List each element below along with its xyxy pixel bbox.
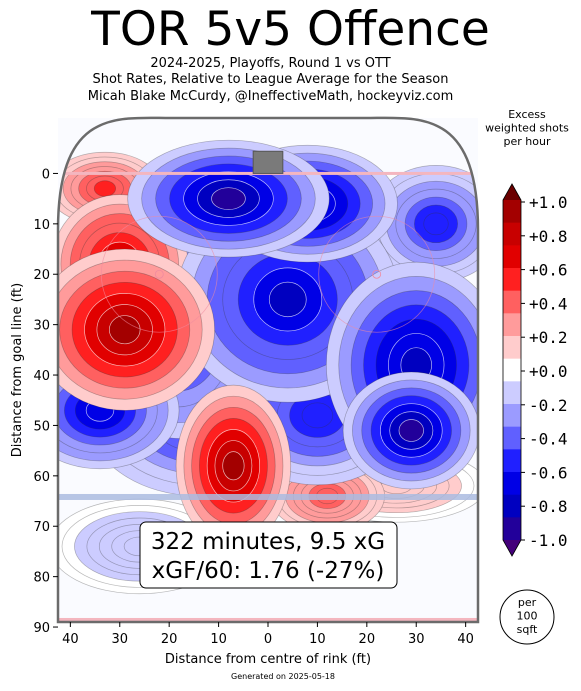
colorbar-tick-label: -0.8 [529, 497, 568, 516]
colorbar-title-line: per hour [504, 135, 551, 148]
y-axis-label: Distance from goal line (ft) [10, 283, 25, 457]
colorbar-segment [503, 472, 521, 496]
colorbar-title-line: weighted shots [485, 122, 569, 135]
colorbar-tick-label: +0.0 [529, 362, 568, 381]
chart-title: TOR 5v5 Offence [91, 2, 490, 57]
y-tick-label: 0 [42, 167, 50, 182]
unit-badge-text: per [518, 596, 537, 609]
blue-line [58, 493, 478, 500]
x-tick-label: 30 [111, 632, 128, 647]
unit-badge-text: 100 [517, 610, 538, 623]
colorbar-tick-label: -0.6 [529, 463, 568, 482]
x-tick-label: 10 [309, 632, 326, 647]
colorbar-tick-label: +0.8 [529, 227, 568, 246]
x-tick-label: 0 [264, 632, 272, 647]
x-tick-label: 30 [408, 632, 425, 647]
subtitle-line-3: Micah Blake McCurdy, @IneffectiveMath, h… [87, 89, 454, 104]
rink-boards [56, 116, 480, 624]
y-tick-label: 90 [33, 621, 50, 636]
x-tick-label: 40 [62, 632, 79, 647]
colorbar-segment [503, 381, 521, 405]
colorbar-tick-label: -0.2 [529, 396, 568, 415]
heatmap-contour [93, 180, 117, 197]
colorbar-tick-label: -0.4 [529, 430, 568, 449]
colorbar-segment [503, 426, 521, 450]
y-tick-label: 50 [33, 419, 50, 434]
colorbar-segment [503, 245, 521, 269]
colorbar-segment [503, 494, 521, 518]
generated-date: Generated on 2025-05-18 [231, 672, 335, 681]
heatmap-contour [398, 419, 424, 442]
colorbar-tick-label: -1.0 [529, 531, 568, 550]
heatmap-layer [58, 139, 478, 622]
colorbar-tick-label: +0.6 [529, 261, 568, 280]
y-tick-label: 20 [33, 268, 50, 283]
heatmap-contour [108, 315, 141, 345]
summary-line-1: 322 minutes, 9.5 xG [151, 529, 385, 555]
subtitle-line-1: 2024-2025, Playoffs, Round 1 vs OTT [150, 56, 391, 71]
colorbar-segment [503, 222, 521, 246]
summary-box [139, 521, 398, 589]
colorbar-segment [503, 449, 521, 473]
heatmap-contour [222, 451, 245, 481]
x-tick-label: 20 [161, 632, 178, 647]
centre-line [58, 617, 478, 622]
y-tick-label: 30 [33, 319, 50, 334]
goal-net [252, 150, 284, 174]
colorbar-segment [503, 517, 521, 541]
colorbar-segment [503, 200, 521, 224]
colorbar-tick-label: +1.0 [529, 193, 568, 212]
colorbar-tick-label: +0.4 [529, 294, 568, 313]
colorbar-segment [503, 336, 521, 360]
heatmap-contour [268, 281, 307, 318]
heatmap-contour [211, 187, 246, 210]
y-tick-label: 40 [33, 369, 50, 384]
colorbar-segment [503, 404, 521, 428]
x-tick-label: 40 [457, 632, 474, 647]
subtitle-line-2: Shot Rates, Relative to League Average f… [92, 72, 449, 87]
unit-badge [499, 589, 555, 645]
faceoff-circle-left [100, 215, 218, 333]
colorbar-title-line: Excess [508, 108, 546, 121]
faceoff-dot-right [372, 269, 382, 279]
colorbar-top-extend [503, 184, 521, 200]
faceoff-dot-left [154, 269, 164, 279]
colorbar-outline [502, 183, 522, 557]
colorbar-segment [503, 313, 521, 337]
colorbar-bottom-extend [503, 540, 521, 556]
y-tick-label: 60 [33, 470, 50, 485]
colorbar-segment [503, 358, 521, 382]
colorbar-tick-label: +0.2 [529, 328, 568, 347]
unit-badge-text: sqft [517, 623, 538, 636]
heatmap-contour [423, 212, 449, 236]
faceoff-circle-right [318, 215, 436, 333]
colorbar-segment [503, 268, 521, 292]
y-tick-label: 80 [33, 571, 50, 586]
colorbar-segment [503, 290, 521, 314]
x-axis-label: Distance from centre of rink (ft) [165, 652, 371, 667]
x-tick-label: 10 [210, 632, 227, 647]
x-tick-label: 20 [359, 632, 376, 647]
y-tick-label: 10 [33, 218, 50, 233]
summary-line-2: xGF/60: 1.76 (-27%) [152, 558, 385, 584]
y-tick-label: 70 [33, 520, 50, 535]
heatmap-contour [301, 402, 334, 429]
